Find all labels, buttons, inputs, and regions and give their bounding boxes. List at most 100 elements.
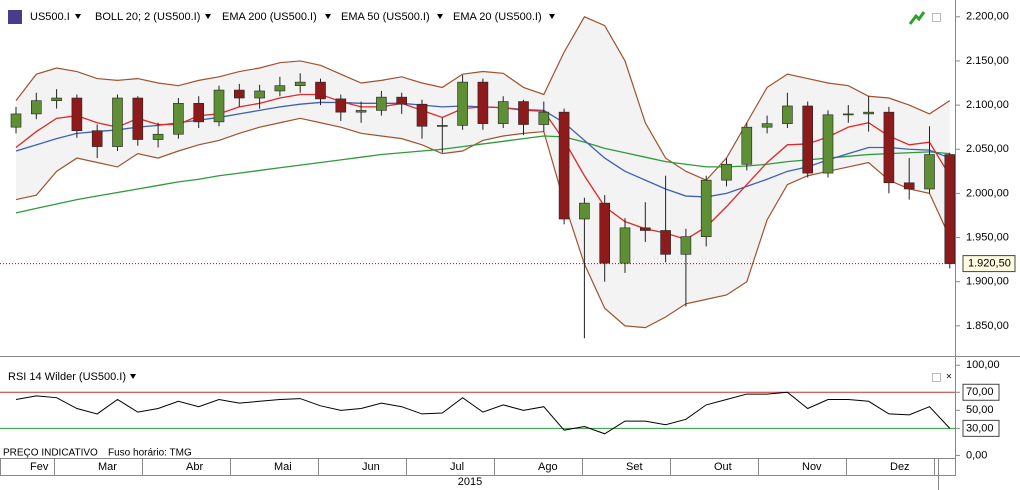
ema-line (15, 135, 950, 214)
close-button[interactable]: × (946, 372, 952, 383)
y-tick-label: 2.000,00 (966, 187, 1009, 199)
candle-body (152, 133, 164, 140)
y-tick-label: 1.900,00 (966, 276, 1009, 288)
candle-body (518, 101, 529, 125)
y-tick-label: 1.950,00 (966, 231, 1009, 243)
x-tick-label: Mar (98, 461, 117, 473)
candle-body (234, 89, 245, 99)
symbol-icon (8, 10, 22, 24)
band-line (15, 16, 951, 181)
candle-body (599, 202, 611, 264)
candle-body (558, 111, 570, 220)
y-tick-label: 2.100,00 (966, 99, 1009, 111)
candle-body (71, 97, 83, 131)
dropdown-arrow[interactable] (437, 14, 443, 19)
pane-button[interactable] (932, 13, 941, 22)
candle-body (761, 123, 773, 128)
candle-body (396, 96, 408, 105)
candle-body (132, 97, 144, 140)
candle-body (436, 125, 448, 127)
x-axis (0, 458, 956, 476)
candle-body (842, 113, 854, 116)
y-tick-label: 30,00 (966, 422, 994, 434)
footer-note: Fuso horário: TMG (108, 448, 192, 459)
last-price-label: 1.920,50 (968, 258, 1011, 270)
x-tick-label: Jun (362, 461, 380, 473)
x-tick-label: Out (714, 461, 732, 473)
year-label: 2015 (458, 476, 482, 488)
rsi-title: RSI 14 Wilder (US500.I) (8, 371, 126, 383)
candle-body (335, 98, 347, 113)
candle-body (112, 97, 123, 147)
x-tick-label: Dez (890, 461, 910, 473)
band-fill (16, 16, 950, 328)
y-tick-label: 2.150,00 (966, 55, 1009, 67)
band-line (15, 117, 951, 329)
candle-body (863, 111, 874, 115)
y-tick-label: 100,00 (966, 359, 1000, 371)
candle-body (619, 227, 631, 264)
dropdown-arrow[interactable] (75, 14, 81, 19)
footer-note: PREÇO INDICATIVO (3, 448, 98, 459)
level-box (962, 383, 1000, 401)
dropdown-arrow[interactable] (325, 14, 331, 19)
pane-button[interactable] (932, 373, 941, 382)
candle-body (91, 130, 103, 147)
x-tick-label: Set (626, 461, 643, 473)
y-tick-label: 70,00 (966, 386, 994, 398)
y-tick-label: 2.050,00 (966, 143, 1009, 155)
dropdown-arrow[interactable] (130, 374, 136, 379)
y-tick-label: 50,00 (966, 404, 994, 416)
candle-body (944, 154, 956, 264)
candle-body (10, 113, 22, 128)
candle-body (822, 114, 834, 174)
x-tick-label: Fev (30, 461, 49, 473)
candle-body (538, 111, 550, 125)
candle-body (903, 182, 915, 190)
x-tick-label: Jul (450, 461, 464, 473)
candle-body (213, 89, 225, 123)
candle-body (883, 111, 895, 184)
symbol-label: US500.I (30, 11, 70, 23)
dropdown-arrow[interactable] (549, 14, 555, 19)
candle-body (700, 179, 712, 237)
candle-body (660, 230, 671, 255)
rsi-line (15, 391, 951, 435)
legend-entry: EMA 200 (US500.I) (222, 11, 317, 23)
candle-body (639, 227, 651, 231)
y-tick-label: 2.200,00 (966, 11, 1009, 23)
candle-body (274, 85, 286, 92)
candle-body (721, 163, 732, 181)
candle-body (173, 103, 184, 135)
x-tick-label: Abr (186, 461, 203, 473)
candle-body (680, 236, 692, 255)
candle-body (315, 81, 326, 100)
candle-body (376, 96, 387, 111)
legend-entry: EMA 50 (US500.I) (341, 11, 430, 23)
x-tick-label: Mai (274, 461, 292, 473)
candle-body (579, 202, 590, 220)
candle-body (254, 90, 265, 99)
candle-body (355, 110, 367, 113)
candle-body (782, 105, 793, 124)
candle-body (457, 81, 468, 126)
candle-body (741, 126, 753, 165)
candle-body (294, 81, 306, 86)
candle-body (477, 81, 489, 124)
candle-body (924, 154, 935, 190)
level-box (962, 419, 1000, 437)
legend-entry: EMA 20 (US500.I) (453, 11, 542, 23)
candle-body (416, 103, 428, 127)
candle-body (802, 105, 814, 174)
last-price-box (962, 255, 1016, 273)
trend-icon[interactable] (908, 11, 926, 25)
band-legend: BOLL 20; 2 (US500.I) (95, 11, 200, 23)
candle-body (497, 101, 509, 124)
y-tick-label: 0,00 (966, 449, 987, 461)
x-tick-label: Nov (802, 461, 822, 473)
candle-body (30, 100, 42, 115)
candle-body (193, 103, 204, 123)
dropdown-arrow[interactable] (205, 14, 211, 19)
